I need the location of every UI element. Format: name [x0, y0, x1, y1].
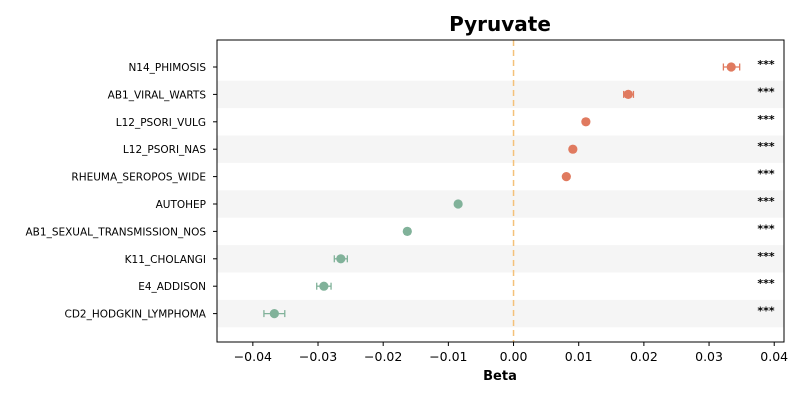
y-tick-label: L12_PSORI_NAS	[123, 144, 206, 156]
x-tick-label: 0.03	[695, 349, 723, 364]
significance-label: ***	[757, 222, 775, 235]
chart-title: Pyruvate	[449, 12, 551, 36]
significance-label: ***	[757, 113, 775, 126]
significance-label: ***	[757, 250, 775, 263]
data-point	[581, 117, 591, 127]
x-tick-label: 0.04	[760, 349, 788, 364]
x-tick-label: −0.01	[429, 349, 467, 364]
data-point	[561, 172, 571, 182]
y-tick-label: E4_ADDISON	[138, 281, 206, 293]
significance-label: ***	[757, 195, 775, 208]
y-tick-label: AB1_SEXUAL_TRANSMISSION_NOS	[26, 226, 207, 238]
data-point	[726, 62, 736, 72]
x-tick-label: 0.02	[630, 349, 658, 364]
y-tick-label: L12_PSORI_VULG	[116, 117, 206, 129]
y-tick-label: AUTOHEP	[156, 199, 206, 211]
data-point	[319, 281, 329, 291]
x-tick-label: −0.04	[234, 349, 272, 364]
significance-label: ***	[757, 277, 775, 290]
data-rows: N14_PHIMOSIS *** AB1_VIRAL_WARTS *** L12_PSO…	[26, 58, 775, 321]
data-point	[568, 144, 578, 154]
significance-label: ***	[757, 85, 775, 98]
data-point	[269, 309, 279, 319]
plot-frame	[216, 39, 785, 343]
y-tick-label: AB1_VIRAL_WARTS	[108, 89, 207, 101]
row-stripe	[217, 135, 784, 163]
x-tick-label: 0.00	[500, 349, 528, 364]
significance-label: ***	[757, 140, 775, 153]
y-tick-label: RHEUMA_SEROPOS_WIDE	[71, 172, 206, 184]
x-tick-label: 0.01	[565, 349, 593, 364]
x-tick-label: −0.03	[299, 349, 337, 364]
significance-label: ***	[757, 305, 775, 318]
y-tick-label: K11_CHOLANGI	[125, 254, 206, 266]
row-stripe	[217, 245, 784, 273]
x-axis-label: Beta	[483, 369, 517, 384]
significance-label: ***	[757, 168, 775, 181]
y-tick-label: N14_PHIMOSIS	[128, 62, 206, 74]
x-tick-label: −0.02	[364, 349, 402, 364]
row-stripe	[217, 80, 784, 109]
y-tick-label: CD2_HODGKIN_LYMPHOMA	[65, 309, 207, 321]
row-stripe	[217, 190, 784, 218]
x-axis: −0.04 −0.03 −0.02 −0.01 0.00 0.01 0.02 0.03 0.04	[234, 342, 788, 364]
data-point	[336, 254, 346, 264]
significance-label: ***	[757, 58, 775, 71]
data-point	[623, 89, 633, 99]
data-point	[453, 199, 463, 209]
row-stripe	[217, 299, 784, 328]
data-point	[402, 226, 412, 236]
row-stripes	[217, 80, 784, 328]
